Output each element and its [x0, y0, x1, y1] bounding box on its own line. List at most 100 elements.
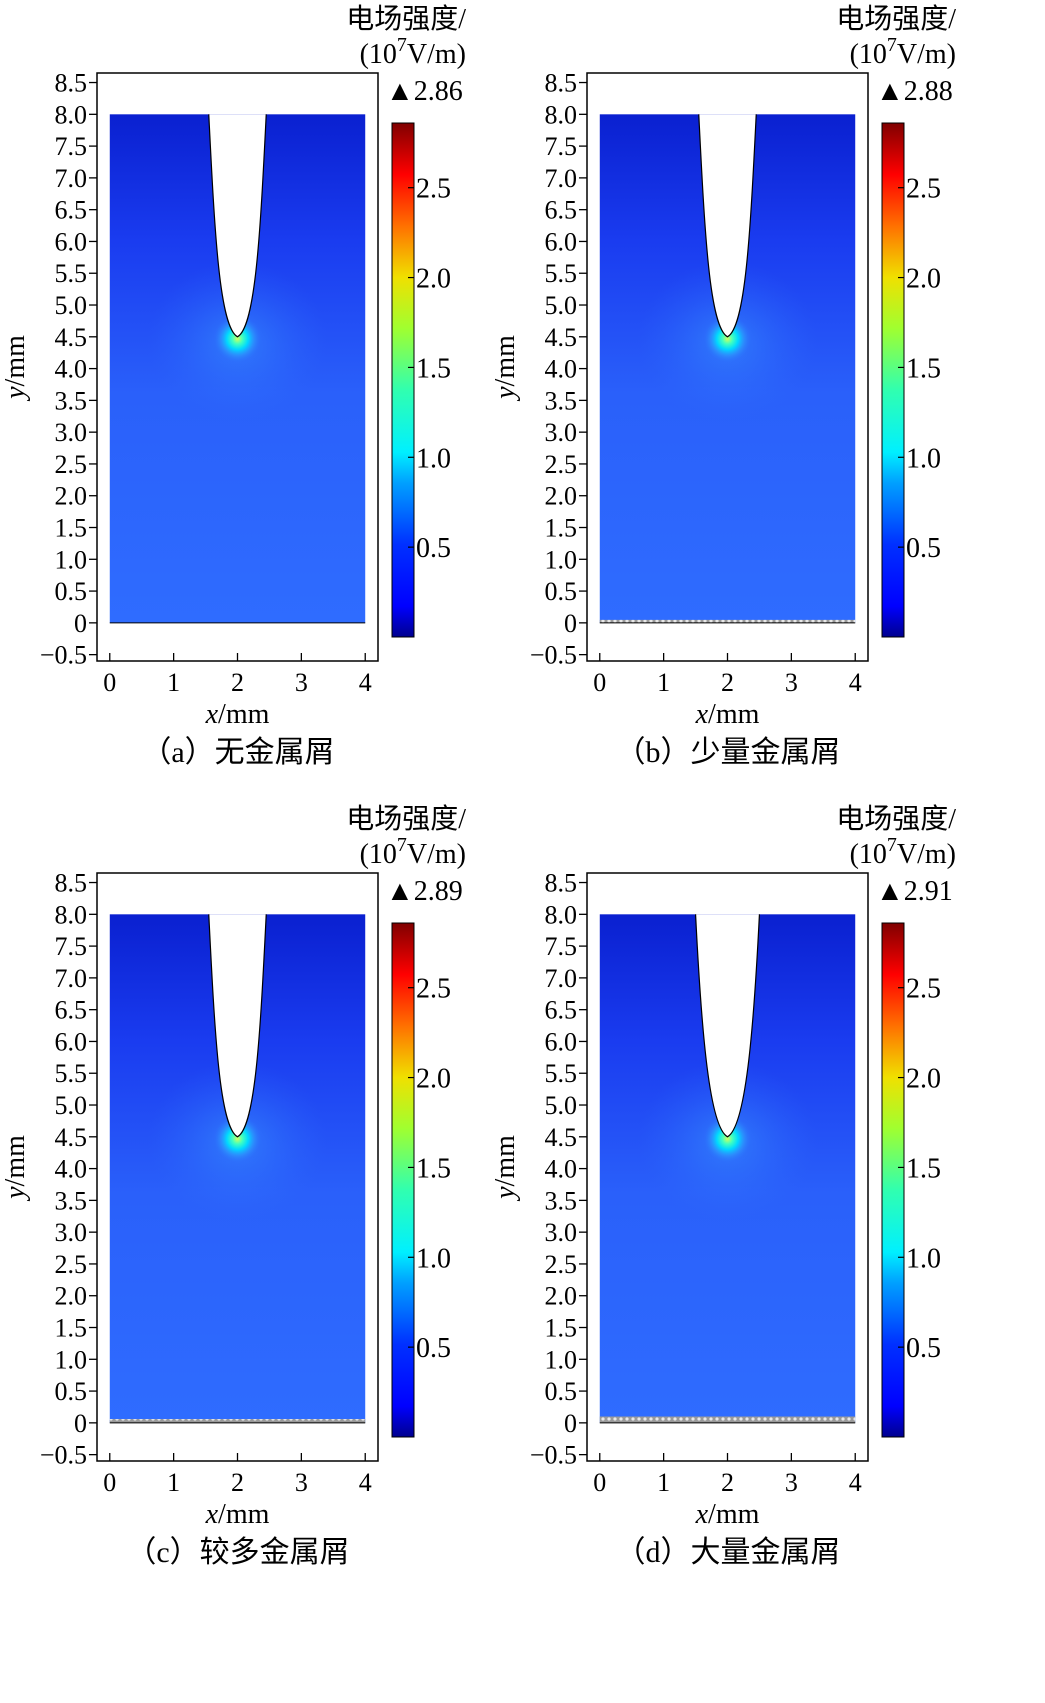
x-tick-label: 1 [657, 668, 670, 697]
tip-hotspot [213, 314, 262, 363]
x-tick-label: 3 [785, 1468, 798, 1497]
y-tick-label: 8.5 [545, 69, 578, 98]
debris-layer [109, 1419, 366, 1423]
colorbar-title: 电场强度/ [836, 3, 956, 35]
y-tick-label: 5.5 [55, 259, 88, 288]
needle-outline [698, 114, 757, 338]
y-tick-label: 0 [564, 1409, 577, 1438]
x-tick-label: 1 [657, 1468, 670, 1497]
y-tick-label: 5.5 [545, 1059, 578, 1088]
needle-outline [208, 114, 267, 338]
y-tick-label: 0 [74, 1409, 87, 1438]
colorbar-tick-label: 1.0 [416, 443, 451, 474]
y-tick-label: 3.0 [55, 1218, 88, 1247]
y-tick-label: 7.5 [545, 132, 578, 161]
y-tick-label: 0.5 [545, 577, 578, 606]
y-tick-label: 1.0 [545, 545, 578, 574]
y-tick-label: 4.5 [545, 1123, 578, 1152]
y-tick-label: 1.5 [545, 1314, 578, 1343]
y-tick-label: 4.0 [545, 355, 578, 384]
y-axis-label: y/mm [0, 1135, 31, 1202]
y-tick-label: 5.5 [55, 1059, 88, 1088]
x-axis-label: x/mm [695, 1499, 760, 1530]
x-tick-label: 2 [721, 1468, 734, 1497]
y-axis-label: y/mm [490, 1135, 521, 1202]
colorbar-max-label: ▲2.88 [876, 76, 953, 107]
y-tick-label: 2.0 [545, 1282, 578, 1311]
y-axis-label: y/mm [0, 335, 31, 402]
colorbar-tick-label: 1.5 [416, 353, 451, 384]
x-tick-label: 2 [231, 668, 244, 697]
colorbar-unit: (107V/m) [850, 34, 956, 70]
y-tick-label: 5.0 [55, 1091, 88, 1120]
needle-electrode [208, 114, 267, 337]
colorbar-max-label: ▲2.86 [386, 76, 463, 107]
y-tick-label: 2.0 [545, 482, 578, 511]
needle-outline [694, 914, 761, 1138]
needle-electrode [695, 914, 760, 1137]
colorbar-tick-label: 1.0 [906, 1243, 941, 1274]
x-axis-label: x/mm [205, 699, 270, 730]
y-tick-label: 7.0 [55, 164, 88, 193]
needle-electrode [208, 914, 267, 1137]
y-tick-label: 6.5 [545, 996, 578, 1025]
colorbar-title: 电场强度/ [346, 3, 466, 35]
tip-hotspot [213, 1114, 262, 1163]
colorbar-tick-label: 0.5 [906, 1333, 941, 1364]
y-tick-label: 1.5 [545, 514, 578, 543]
colorbar-tick-label: 0.5 [416, 533, 451, 564]
y-tick-label: 3.5 [545, 386, 578, 415]
y-tick-label: 0.5 [55, 577, 88, 606]
y-tick-label: 3.0 [545, 418, 578, 447]
y-tick-label: 6.0 [545, 227, 578, 256]
y-tick-label: 2.0 [55, 482, 88, 511]
x-tick-label: 3 [295, 668, 308, 697]
y-tick-label: 0 [74, 609, 87, 638]
x-tick-label: 3 [295, 1468, 308, 1497]
tip-hotspot [703, 314, 752, 363]
y-tick-label: 1.5 [55, 514, 88, 543]
panel-c: −0.500.51.01.52.02.53.03.54.04.55.05.56.… [0, 803, 466, 1569]
y-tick-label: 3.5 [55, 1186, 88, 1215]
y-tick-label: 2.5 [55, 450, 88, 479]
colorbar-tick-label: 2.0 [416, 264, 451, 295]
panel-a: −0.500.51.01.52.02.53.03.54.04.55.05.56.… [0, 3, 466, 769]
colorbar-tick-label: 0.5 [416, 1333, 451, 1364]
y-tick-label: 2.5 [545, 1250, 578, 1279]
colorbar-title: 电场强度/ [346, 803, 466, 835]
y-tick-label: 3.5 [55, 386, 88, 415]
y-tick-label: 2.5 [545, 450, 578, 479]
x-tick-label: 0 [593, 668, 606, 697]
y-tick-label: 4.0 [55, 1155, 88, 1184]
colorbar-tick-label: 1.0 [906, 443, 941, 474]
colorbar-frame [881, 922, 905, 1438]
y-tick-label: 7.5 [55, 132, 88, 161]
colorbar-frame [391, 922, 415, 1438]
colorbar-tick-label: 2.0 [906, 1064, 941, 1095]
y-tick-label: −0.5 [40, 1441, 87, 1470]
colorbar-tick-label: 1.5 [906, 1153, 941, 1184]
colorbar-tick-label: 2.5 [416, 974, 451, 1005]
debris-layer [599, 619, 856, 623]
y-tick-label: 3.0 [545, 1218, 578, 1247]
y-tick-label: 2.0 [55, 1282, 88, 1311]
colorbar [392, 923, 414, 1437]
y-tick-label: 7.0 [55, 964, 88, 993]
panel-b: −0.500.51.01.52.02.53.03.54.04.55.05.56.… [490, 3, 956, 769]
y-tick-label: 4.5 [55, 323, 88, 352]
x-tick-label: 1 [167, 668, 180, 697]
colorbar-tick-label: 2.5 [416, 174, 451, 205]
colorbar-tick-label: 1.5 [906, 353, 941, 384]
panel-caption: （a）无金属屑 [141, 736, 334, 769]
y-tick-label: 8.5 [55, 869, 88, 898]
y-tick-label: 0 [564, 609, 577, 638]
colorbar-frame [391, 122, 415, 638]
y-tick-label: 6.0 [545, 1027, 578, 1056]
tip-hotspot [703, 1114, 752, 1163]
colorbar-tick-label: 1.0 [416, 1243, 451, 1274]
y-tick-label: 3.5 [545, 1186, 578, 1215]
y-tick-label: 8.5 [545, 869, 578, 898]
x-axis-label: x/mm [695, 699, 760, 730]
y-tick-label: 2.5 [55, 1250, 88, 1279]
y-tick-label: 0.5 [545, 1377, 578, 1406]
